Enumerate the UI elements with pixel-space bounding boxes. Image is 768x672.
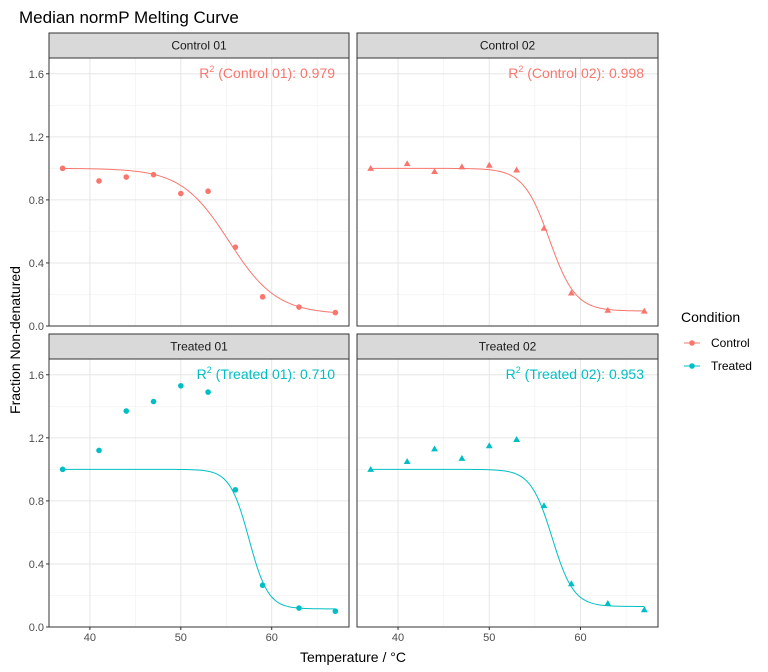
r-squared-annotation: R2 (Treated 02): 0.953: [506, 365, 645, 382]
r-squared-annotation: R2 (Control 01): 0.979: [199, 64, 335, 81]
x-axis-title: Temperature / °C: [300, 649, 406, 665]
x-tick-label: 40: [84, 632, 96, 644]
y-tick-label: 0.4: [29, 559, 44, 571]
y-tick-label: 0.8: [29, 496, 44, 508]
panel-border: [356, 358, 659, 628]
facet-panel-1: Control 01 R2 (Control 01): 0.979 0.0 0.4 0.…: [29, 32, 350, 333]
fitted-curve: [370, 468, 645, 607]
strip-label: Control 02: [480, 39, 536, 53]
data-point: [513, 436, 521, 442]
data-point: [205, 389, 211, 395]
strip-label: Treated 02: [479, 340, 537, 354]
data-point: [123, 174, 130, 180]
data-point: [178, 383, 184, 389]
data-point: [232, 244, 239, 250]
data-point: [567, 580, 575, 587]
facet-panel-2: Control 02 R2 (Control 02): 0.998: [356, 32, 659, 327]
strip-background: [48, 32, 350, 59]
strip-background: [48, 333, 350, 360]
data-point: [458, 454, 466, 461]
panel-background: [49, 359, 349, 627]
legend-title: Condition: [681, 309, 740, 325]
facet-panel-4: Treated 02 R2 (Treated 02): 0.953 40 50 60: [356, 333, 659, 644]
strip-label: Treated 01: [170, 340, 228, 354]
data-point: [259, 294, 266, 300]
panel-background: [357, 359, 658, 627]
data-point: [96, 178, 102, 184]
panel-border: [356, 57, 659, 327]
data-point: [604, 599, 612, 606]
panel-border: [48, 57, 350, 327]
data-point: [59, 165, 66, 172]
strip-label: Control 01: [171, 39, 227, 53]
panel-background: [49, 58, 349, 326]
data-point: [640, 606, 648, 613]
data-point: [232, 487, 239, 493]
data-point: [332, 309, 339, 316]
data-point: [59, 466, 66, 473]
x-tick-label: 50: [175, 632, 187, 644]
legend-label: Treated: [711, 359, 752, 373]
data-point: [458, 163, 466, 170]
data-point: [431, 445, 438, 452]
data-point: [540, 224, 548, 231]
data-point: [296, 304, 302, 310]
x-tick-label: 40: [392, 632, 404, 644]
legend-key-point: [689, 340, 695, 346]
x-tick-label: 60: [266, 632, 278, 644]
x-tick-label: 60: [574, 632, 586, 644]
data-point: [485, 161, 493, 168]
data-point: [403, 458, 411, 465]
y-tick-label: 1.6: [29, 370, 44, 382]
y-tick-label: 1.2: [29, 132, 44, 144]
r-squared-annotation: R2 (Control 02): 0.998: [508, 64, 644, 81]
fitted-curve: [62, 167, 336, 313]
data-point: [431, 168, 438, 175]
data-point: [296, 605, 302, 611]
strip-background: [356, 32, 659, 59]
r-squared-annotation: R2 (Treated 01): 0.710: [197, 365, 336, 382]
data-point: [150, 398, 157, 405]
data-point: [205, 188, 211, 195]
facet-panel-3: Treated 01 R2 (Treated 01): 0.710 0.0 0.4 0.…: [29, 333, 350, 644]
data-point: [640, 307, 648, 314]
panel-background: [357, 58, 658, 326]
y-tick-label: 0.4: [29, 258, 44, 270]
y-tick-label: 0.0: [29, 321, 44, 333]
data-point: [513, 166, 521, 173]
data-point: [150, 171, 157, 178]
data-point: [403, 160, 411, 167]
y-axis-title: Fraction Non-denatured: [7, 266, 23, 414]
fitted-curve: [62, 468, 336, 610]
data-point: [332, 608, 339, 615]
data-point: [604, 306, 612, 313]
y-tick-label: 1.6: [29, 69, 44, 81]
data-point: [485, 442, 493, 449]
legend-key-point: [689, 363, 695, 369]
legend: Condition Control Treated: [681, 309, 752, 373]
y-tick-label: 0.0: [29, 622, 44, 634]
strip-background: [356, 333, 659, 360]
data-point: [259, 582, 266, 589]
chart-title: Median normP Melting Curve: [19, 8, 239, 27]
data-point: [567, 289, 575, 296]
facet-panels: Control 01 R2 (Control 01): 0.979 0.0 0.4 0.…: [29, 32, 659, 644]
y-tick-label: 1.2: [29, 433, 44, 445]
data-point: [123, 408, 130, 414]
data-point: [367, 164, 375, 171]
data-point: [540, 502, 548, 509]
data-point: [178, 190, 184, 197]
data-point: [96, 447, 102, 454]
y-tick-label: 0.8: [29, 195, 44, 207]
legend-label: Control: [711, 336, 750, 350]
x-tick-label: 50: [483, 632, 495, 644]
panel-border: [48, 358, 350, 628]
data-point: [367, 465, 375, 472]
fitted-curve: [370, 167, 645, 312]
